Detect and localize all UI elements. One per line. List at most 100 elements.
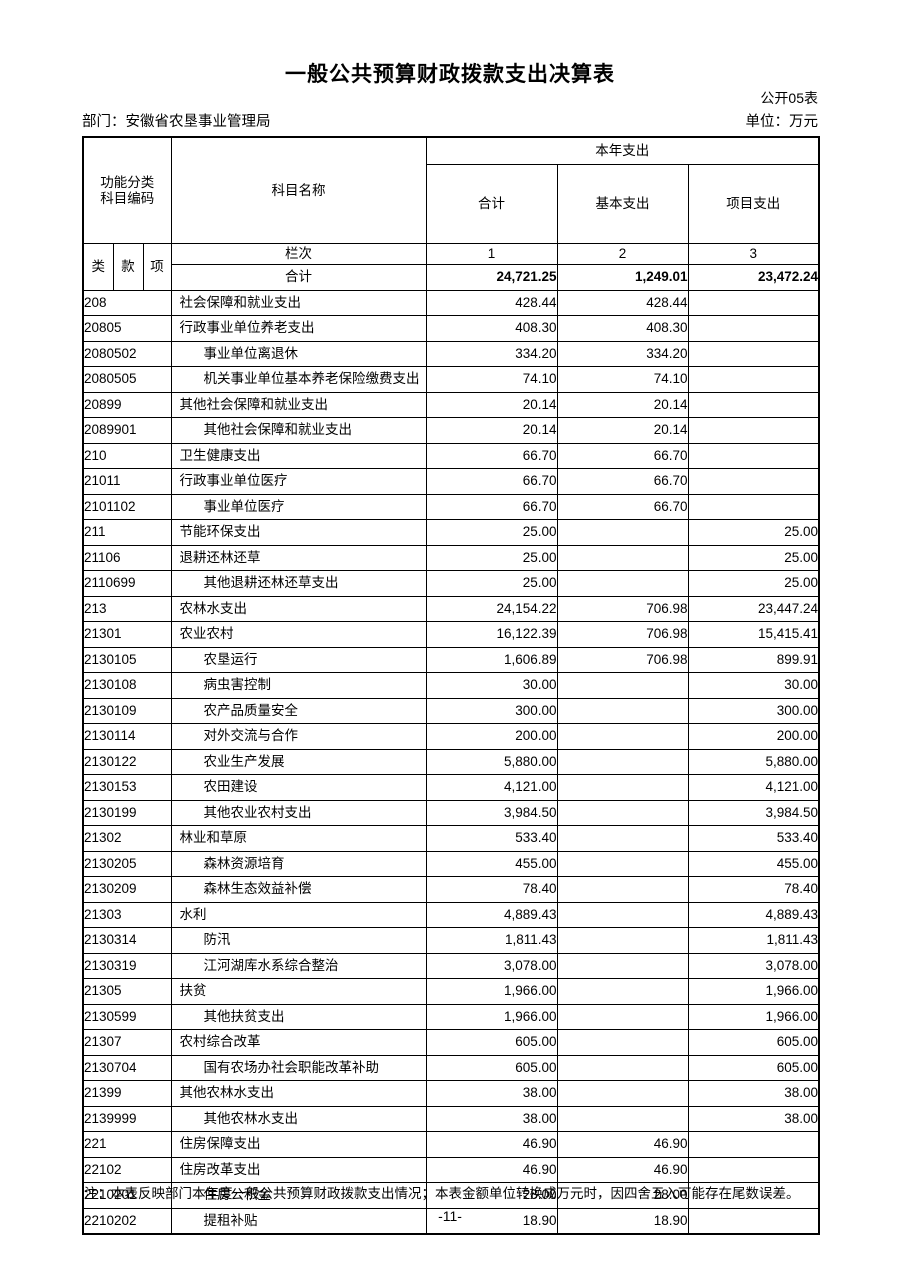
row-subject-name: 农林水支出	[170, 595, 427, 622]
header-total: 合计	[425, 164, 558, 244]
row-total: 30.00	[425, 672, 558, 699]
row-total: 20.14	[425, 417, 558, 444]
row-subject-name: 其他社会保障和就业支出	[170, 417, 427, 444]
row-subject-name: 其他农业农村支出	[170, 799, 427, 826]
row-project: 300.00	[687, 697, 820, 724]
row-total: 46.90	[425, 1156, 558, 1183]
row-subject-name: 水利	[170, 901, 427, 928]
table-row: 2130209 森林生态效益补偿 78.40 78.40	[82, 876, 820, 903]
row-project: 899.91	[687, 646, 820, 673]
row-basic: 408.30	[556, 315, 689, 342]
header-row-group: 功能分类 科目编码 科目名称 本年支出	[82, 136, 820, 244]
row-project: 1,966.00	[687, 1003, 820, 1030]
row-basic	[556, 672, 689, 699]
row-subject-name: 农业农村	[170, 621, 427, 648]
table-row: 21106 退耕还林还草 25.00 25.00	[82, 544, 820, 571]
table-row: 210 卫生健康支出 66.70 66.70	[82, 442, 820, 469]
row-code: 2130314	[82, 927, 172, 954]
row-subject-name: 农产品质量安全	[170, 697, 427, 724]
row-project: 25.00	[687, 519, 820, 546]
table-row: 2080502 事业单位离退休 334.20 334.20	[82, 340, 820, 367]
row-total: 1,966.00	[425, 978, 558, 1005]
row-code: 21302	[82, 825, 172, 852]
table-head: 功能分类 科目编码 科目名称 本年支出 合计 基本支出 项目支出 类 款 项	[82, 136, 820, 291]
table-row: 2130599 其他扶贫支出 1,966.00 1,966.00	[82, 1003, 820, 1030]
header-xiang: 项	[142, 243, 172, 291]
row-subject-name: 卫生健康支出	[170, 442, 427, 469]
row-subject-name: 扶贫	[170, 978, 427, 1005]
table-row: 21302 林业和草原 533.40 533.40	[82, 825, 820, 852]
row-basic	[556, 519, 689, 546]
header-current-year-expenditure: 本年支出	[425, 136, 820, 165]
row-project	[687, 1207, 820, 1235]
row-total: 300.00	[425, 697, 558, 724]
row-project	[687, 1156, 820, 1183]
row-total: 38.00	[425, 1105, 558, 1132]
table-row: 2130122 农业生产发展 5,880.00 5,880.00	[82, 748, 820, 775]
row-subject-name: 农村综合改革	[170, 1029, 427, 1056]
row-code: 2139999	[82, 1105, 172, 1132]
row-total: 25.00	[425, 570, 558, 597]
row-total: 5,880.00	[425, 748, 558, 775]
unit-label: 单位：万元	[745, 114, 819, 130]
row-code: 21305	[82, 978, 172, 1005]
row-project	[687, 1182, 820, 1209]
row-project: 3,984.50	[687, 799, 820, 826]
row-basic	[556, 927, 689, 954]
row-project	[687, 315, 820, 342]
row-project: 4,121.00	[687, 774, 820, 801]
header-row-column-index: 类 款 项 栏次 1 2 3	[82, 243, 820, 291]
row-project	[687, 366, 820, 393]
row-total: 200.00	[425, 723, 558, 750]
table-row: 2130108 病虫害控制 30.00 30.00	[82, 672, 820, 699]
row-basic: 706.98	[556, 621, 689, 648]
row-total: 46.90	[425, 1131, 558, 1158]
row-basic	[556, 544, 689, 571]
row-code: 22102	[82, 1156, 172, 1183]
table-row: 213 农林水支出 24,154.22 706.98 23,447.24	[82, 595, 820, 622]
row-subject-name: 节能环保支出	[170, 519, 427, 546]
page-number: -11-	[438, 1208, 462, 1224]
row-total: 605.00	[425, 1054, 558, 1081]
row-subject-name: 其他农林水支出	[170, 1105, 427, 1132]
row-project: 25.00	[687, 570, 820, 597]
row-project: 38.00	[687, 1105, 820, 1132]
row-subject-name: 其他社会保障和就业支出	[170, 391, 427, 418]
table-row: 22102 住房改革支出 46.90 46.90	[82, 1156, 820, 1183]
row-total: 455.00	[425, 850, 558, 877]
row-subject-name: 事业单位离退休	[170, 340, 427, 367]
table-row: 211 节能环保支出 25.00 25.00	[82, 519, 820, 546]
row-project: 23,447.24	[687, 595, 820, 622]
total-row-label: 合计	[170, 264, 427, 291]
table-row: 2130704 国有农场办社会职能改革补助 605.00 605.00	[82, 1054, 820, 1081]
row-subject-name: 机关事业单位基本养老保险缴费支出	[170, 366, 427, 393]
row-code: 2130599	[82, 1003, 172, 1030]
row-code: 2130704	[82, 1054, 172, 1081]
header-kuan: 款	[112, 243, 144, 291]
row-project: 78.40	[687, 876, 820, 903]
row-code: 2089901	[82, 417, 172, 444]
table-row: 2130153 农田建设 4,121.00 4,121.00	[82, 774, 820, 801]
row-basic	[556, 825, 689, 852]
table-row: 2130205 森林资源培育 455.00 455.00	[82, 850, 820, 877]
row-project: 25.00	[687, 544, 820, 571]
row-code: 20805	[82, 315, 172, 342]
row-subject-name: 农田建设	[170, 774, 427, 801]
table-row: 2130114 对外交流与合作 200.00 200.00	[82, 723, 820, 750]
row-code: 2080505	[82, 366, 172, 393]
row-code: 2130109	[82, 697, 172, 724]
row-basic: 334.20	[556, 340, 689, 367]
row-total: 66.70	[425, 442, 558, 469]
row-basic: 66.70	[556, 493, 689, 520]
row-code: 211	[82, 519, 172, 546]
table-row: 2139999 其他农林水支出 38.00 38.00	[82, 1105, 820, 1132]
row-project: 1,811.43	[687, 927, 820, 954]
row-project	[687, 340, 820, 367]
row-project: 3,078.00	[687, 952, 820, 979]
row-code: 2130122	[82, 748, 172, 775]
row-subject-name: 其他扶贫支出	[170, 1003, 427, 1030]
row-basic: 18.90	[556, 1207, 689, 1235]
row-basic: 46.90	[556, 1156, 689, 1183]
row-code: 2130205	[82, 850, 172, 877]
row-subject-name: 提租补贴	[170, 1207, 427, 1235]
